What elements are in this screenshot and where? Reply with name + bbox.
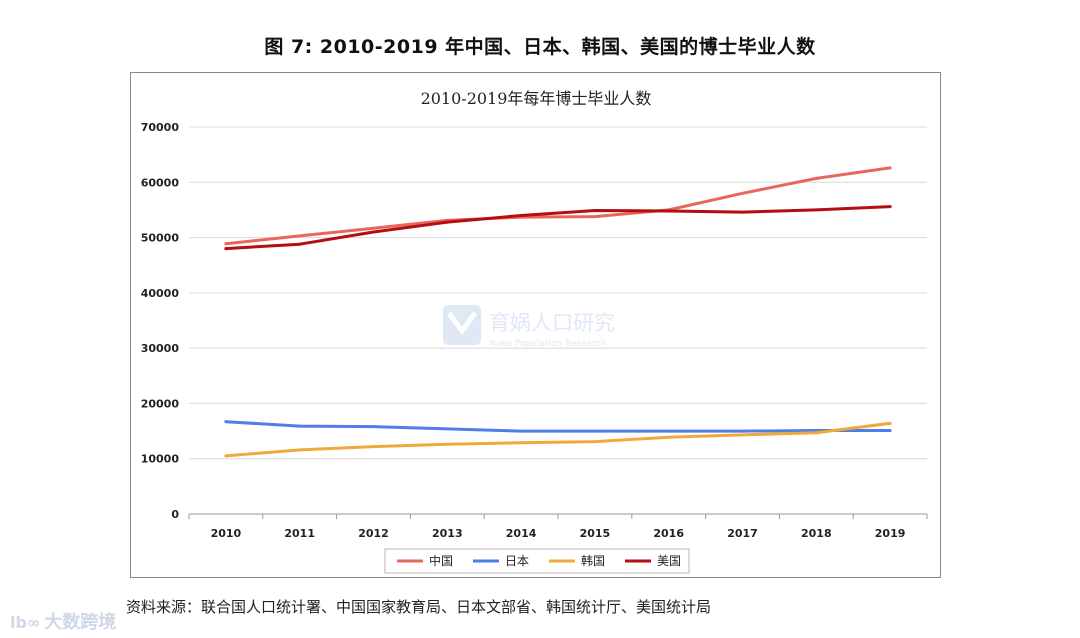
data-point-japan — [593, 429, 597, 433]
x-tick-label: 2018 — [801, 527, 832, 540]
data-point-usa — [888, 205, 892, 209]
data-point-china — [224, 242, 228, 246]
data-point-japan — [298, 424, 302, 428]
data-point-japan — [445, 427, 449, 431]
data-point-usa — [741, 210, 744, 214]
x-tick-label: 2010 — [211, 527, 242, 540]
data-point-usa — [372, 230, 375, 234]
legend-label: 韩国 — [581, 553, 605, 568]
chart-title: 2010-2019年每年博士毕业人数 — [421, 89, 652, 108]
data-point-korea — [814, 431, 818, 435]
watermark-corner-logo-icon: lb∞ — [10, 613, 41, 632]
y-tick-label: 50000 — [141, 232, 180, 245]
y-tick-label: 10000 — [141, 453, 180, 466]
watermark-corner-text: 大数跨境 — [44, 612, 117, 633]
data-point-china — [888, 166, 892, 170]
line-chart: 2010-2019年每年博士毕业人数 育娲人口研究 Yuwa Populatio… — [141, 89, 928, 574]
series-line-china — [224, 166, 892, 246]
series-line-korea — [224, 421, 892, 458]
series-line-usa — [224, 205, 892, 251]
x-tick-label: 2012 — [358, 527, 389, 540]
data-point-japan — [519, 429, 523, 433]
y-tick-label: 60000 — [141, 176, 180, 189]
data-point-china — [741, 191, 744, 195]
x-tick-label: 2011 — [284, 527, 315, 540]
x-tick-label: 2017 — [727, 527, 758, 540]
y-tick-label: 70000 — [141, 121, 180, 134]
data-point-japan — [372, 425, 375, 429]
watermark-corner: lb∞ 大数跨境 — [10, 608, 116, 634]
data-point-usa — [298, 242, 302, 246]
data-point-korea — [298, 448, 302, 452]
x-tick-label: 2013 — [432, 527, 463, 540]
watermark-logo-icon — [443, 305, 481, 345]
data-point-korea — [888, 421, 892, 425]
data-point-china — [814, 176, 818, 180]
figure-title: 图 7: 2010-2019 年中国、日本、韩国、美国的博士毕业人数 — [264, 36, 816, 58]
legend: 中国 日本 韩国 美国 — [384, 548, 690, 574]
data-point-korea — [593, 440, 597, 444]
data-point-korea — [667, 435, 671, 439]
grid — [189, 126, 927, 515]
data-point-korea — [372, 445, 375, 449]
y-tick-label: 40000 — [141, 287, 180, 300]
data-point-korea — [224, 454, 228, 458]
data-point-japan — [667, 429, 671, 433]
series-line-japan — [224, 420, 892, 433]
data-point-usa — [519, 213, 523, 217]
series — [224, 166, 892, 458]
data-point-japan — [888, 429, 892, 433]
data-point-korea — [445, 442, 449, 446]
legend-label: 日本 — [505, 554, 529, 568]
y-tick-label: 0 — [171, 508, 179, 521]
data-point-usa — [593, 208, 597, 212]
data-point-korea — [741, 433, 744, 437]
data-point-japan — [224, 420, 228, 424]
data-point-china — [593, 215, 597, 219]
data-point-korea — [519, 441, 523, 445]
data-point-japan — [741, 429, 744, 433]
x-tick-label: 2016 — [653, 527, 684, 540]
data-point-usa — [667, 209, 671, 213]
data-point-usa — [224, 247, 228, 251]
data-point-usa — [445, 220, 449, 224]
data-point-usa — [814, 208, 818, 212]
watermark-center: 育娲人口研究 Yuwa Population Research — [443, 305, 615, 349]
x-tick-label: 2015 — [580, 527, 611, 540]
legend-label: 美国 — [657, 554, 681, 568]
data-point-china — [372, 226, 375, 230]
x-axis: 2010 2011 2012 2013 2014 2015 2016 2017 2018 2019 — [188, 514, 928, 540]
watermark-sub: Yuwa Population Research — [488, 339, 606, 349]
data-point-china — [298, 234, 302, 238]
x-tick-label: 2019 — [875, 527, 906, 540]
y-axis: 0 10000 20000 30000 40000 50000 60000 70000 — [141, 121, 180, 521]
y-tick-label: 30000 — [141, 342, 180, 355]
watermark-brand: 育娲人口研究 — [489, 311, 615, 335]
x-tick-label: 2014 — [506, 527, 537, 540]
source-note: 资料来源：联合国人口统计署、中国国家教育局、日本文部省、韩国统计厅、美国统计局 — [126, 598, 712, 616]
legend-label: 中国 — [429, 553, 453, 568]
chart-area: 2010-2019年每年博士毕业人数 育娲人口研究 Yuwa Populatio… — [130, 72, 941, 578]
y-tick-label: 20000 — [141, 397, 180, 410]
